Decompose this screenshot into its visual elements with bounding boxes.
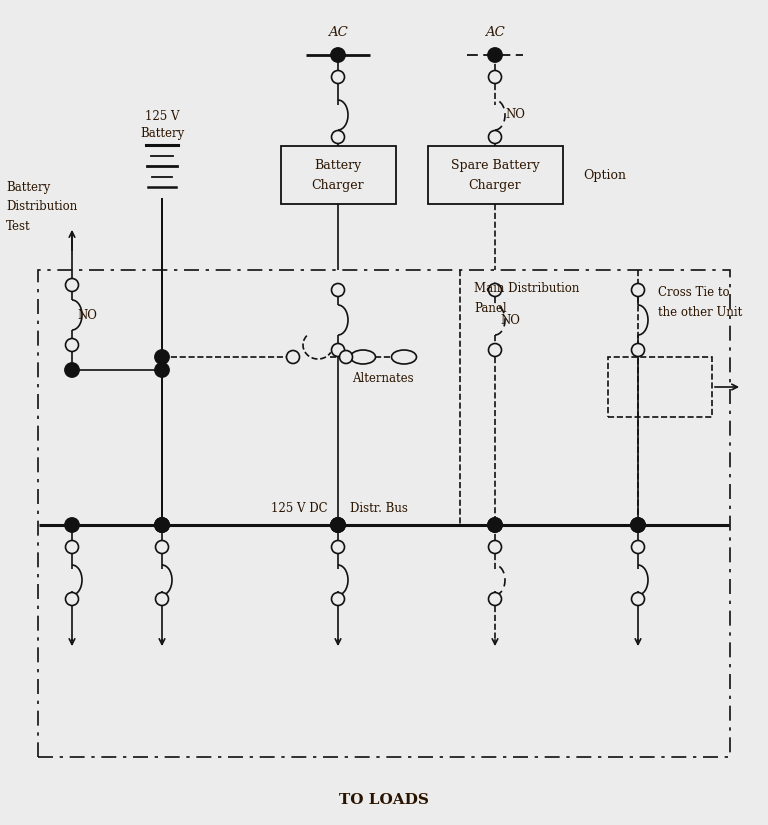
Circle shape: [631, 540, 644, 554]
Circle shape: [332, 284, 345, 296]
Circle shape: [631, 518, 645, 532]
Circle shape: [155, 518, 169, 532]
Circle shape: [332, 592, 345, 606]
Circle shape: [332, 540, 345, 554]
Text: Battery: Battery: [6, 181, 50, 194]
Text: Alternates: Alternates: [352, 373, 414, 385]
Circle shape: [65, 540, 78, 554]
Text: Cross Tie to: Cross Tie to: [658, 285, 730, 299]
Text: Panel: Panel: [474, 301, 507, 314]
Text: Charger: Charger: [312, 178, 364, 191]
Circle shape: [155, 540, 168, 554]
Text: 125 V DC: 125 V DC: [271, 502, 328, 516]
Circle shape: [631, 343, 644, 356]
Text: NO: NO: [505, 109, 525, 121]
Circle shape: [155, 518, 169, 532]
Circle shape: [488, 284, 502, 296]
Text: Distr. Bus: Distr. Bus: [350, 502, 408, 516]
Bar: [280, 146, 396, 204]
Text: Battery: Battery: [314, 158, 362, 172]
Circle shape: [339, 351, 353, 364]
Circle shape: [65, 518, 79, 532]
Circle shape: [488, 592, 502, 606]
Circle shape: [65, 363, 79, 377]
Circle shape: [286, 351, 300, 364]
Circle shape: [65, 338, 78, 351]
Text: AC: AC: [485, 26, 505, 40]
Text: Spare Battery: Spare Battery: [451, 158, 539, 172]
Circle shape: [332, 130, 345, 144]
Circle shape: [488, 343, 502, 356]
Circle shape: [488, 48, 502, 62]
Text: NO: NO: [500, 314, 520, 327]
Text: Distribution: Distribution: [6, 200, 78, 214]
Text: Battery: Battery: [140, 126, 184, 139]
Text: the other Unit: the other Unit: [658, 305, 742, 318]
Text: TO LOADS: TO LOADS: [339, 793, 429, 807]
Text: Test: Test: [6, 220, 31, 233]
Circle shape: [331, 518, 345, 532]
Circle shape: [488, 518, 502, 532]
Text: NO: NO: [77, 309, 97, 322]
Circle shape: [631, 592, 644, 606]
Circle shape: [65, 592, 78, 606]
Circle shape: [332, 343, 345, 356]
Text: Option: Option: [583, 168, 626, 182]
Text: Main Distribution: Main Distribution: [474, 281, 579, 295]
Circle shape: [488, 130, 502, 144]
Text: AC: AC: [328, 26, 348, 40]
Bar: [38, 270, 730, 757]
Bar: [608, 357, 712, 417]
Circle shape: [488, 518, 502, 532]
Circle shape: [631, 518, 645, 532]
Circle shape: [155, 518, 169, 532]
Text: 125 V: 125 V: [144, 111, 179, 124]
Circle shape: [631, 284, 644, 296]
Circle shape: [488, 70, 502, 83]
Bar: [428, 146, 562, 204]
Circle shape: [155, 363, 169, 377]
Circle shape: [331, 518, 345, 532]
Circle shape: [488, 540, 502, 554]
Text: Charger: Charger: [468, 178, 521, 191]
Circle shape: [331, 48, 345, 62]
Circle shape: [155, 592, 168, 606]
Circle shape: [332, 70, 345, 83]
Circle shape: [155, 350, 169, 364]
Circle shape: [331, 518, 345, 532]
Circle shape: [65, 279, 78, 291]
